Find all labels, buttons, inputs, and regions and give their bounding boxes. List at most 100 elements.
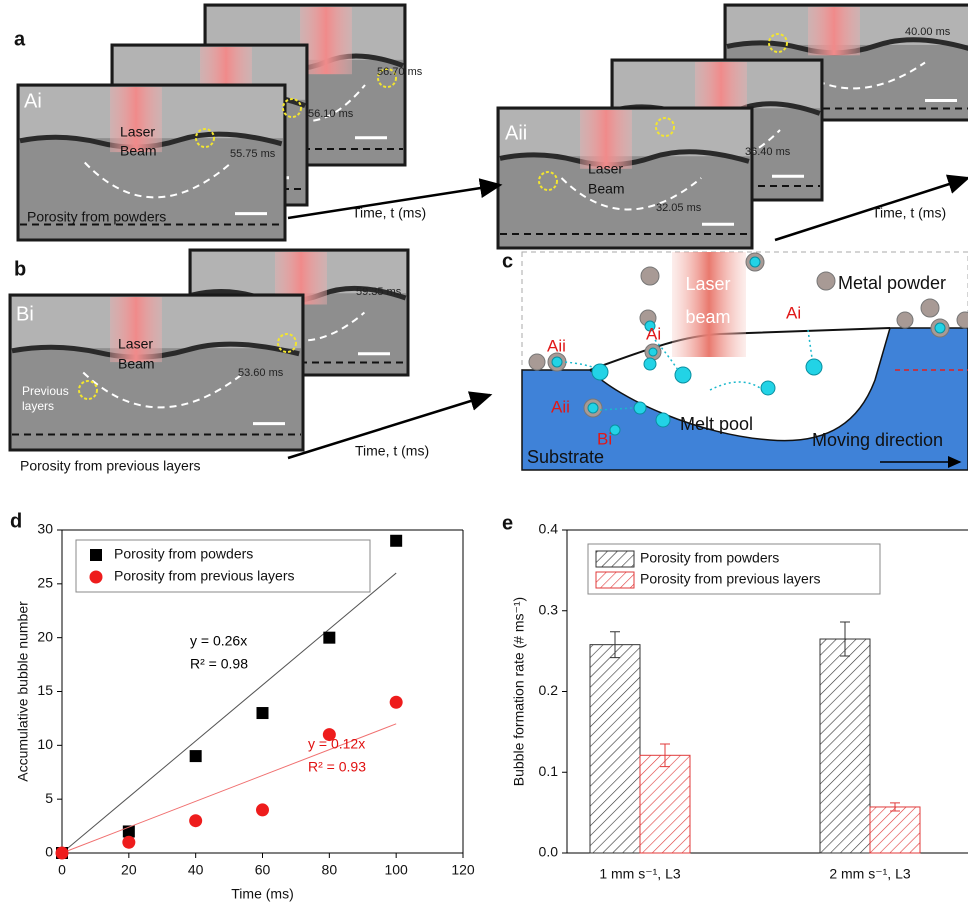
point: [390, 534, 403, 547]
legend-label: Porosity from previous layers: [114, 568, 295, 584]
point: [256, 803, 269, 817]
legend-marker: [90, 549, 102, 561]
annotation: Bi: [16, 303, 34, 325]
annotation: 40.00 ms: [905, 26, 951, 38]
x-tick-label: 0: [58, 862, 66, 878]
y-tick-label: 15: [37, 682, 53, 698]
pool-outline: [560, 177, 702, 211]
bubble-paths: [564, 329, 813, 411]
site-label: Aii: [547, 336, 566, 355]
melt-pool-label: Melt pool: [680, 414, 753, 434]
pore-marker: [377, 68, 397, 88]
annotation: layers: [22, 399, 54, 413]
pore-marker: [768, 33, 788, 53]
annotation: 36.40 ms: [745, 146, 791, 158]
legend-label: Porosity from powders: [640, 550, 779, 566]
bar: [639, 754, 691, 854]
annotation: Ai: [24, 90, 42, 112]
schematic: [521, 251, 968, 471]
fit-line: [61, 572, 397, 854]
point: [189, 750, 202, 763]
substrate: [521, 327, 968, 471]
annotation: Beam: [588, 181, 625, 197]
bar: [869, 806, 921, 854]
frame-beam: [580, 110, 632, 169]
annotation: Laser: [120, 124, 155, 140]
annotation: Time, t (ms): [352, 205, 426, 221]
y-tick-label: 5: [45, 790, 53, 806]
fit-r2: R² = 0.93: [308, 759, 366, 775]
laser-beam: [672, 252, 746, 357]
annotation: Beam: [118, 356, 155, 372]
pore-marker: [78, 380, 98, 400]
y-axis-title: Bubble formation rate (# ms⁻¹): [511, 597, 527, 786]
annotation: Laser: [118, 336, 153, 352]
legend-label: Porosity from powders: [114, 546, 253, 562]
legend-swatch: [595, 571, 635, 589]
fit-r2: R² = 0.98: [190, 656, 248, 672]
error-bar: [660, 743, 670, 768]
y-tick-label: 0.3: [539, 601, 559, 617]
error-bar: [890, 802, 900, 812]
legend-label: Porosity from previous layers: [640, 571, 821, 587]
bubbles: [551, 256, 946, 436]
point: [122, 835, 136, 849]
annotation: Beam: [120, 143, 157, 159]
site-label: Aii: [551, 397, 570, 416]
annotation: 32.05 ms: [656, 202, 702, 214]
y-tick-label: 0.1: [539, 763, 559, 779]
x-tick-label: 120: [451, 862, 475, 878]
fit-equation: y = 0.12x: [308, 736, 365, 752]
point: [55, 846, 69, 860]
frame-beam: [110, 297, 162, 363]
legend-box: [75, 539, 371, 593]
y-tick-label: 0.0: [539, 844, 559, 860]
y-tick-label: 25: [37, 575, 53, 591]
x-tick-label: 80: [322, 862, 338, 878]
y-tick-label: 0.2: [539, 682, 559, 698]
time-arrow: [774, 174, 968, 242]
point: [189, 814, 203, 828]
x-tick-label: 100: [384, 862, 408, 878]
time-arrow: [287, 391, 493, 460]
powder-label: Metal powder: [838, 273, 946, 293]
y-tick-label: 0.4: [539, 521, 559, 537]
legend-marker: [89, 570, 103, 584]
site-label: Bi: [597, 429, 612, 448]
frame-beam: [808, 7, 860, 56]
point: [323, 631, 336, 644]
x-tick-label: 60: [255, 862, 271, 878]
y-tick-label: 10: [37, 736, 53, 752]
annotation: Porosity from previous layers: [20, 458, 201, 474]
panel-label: e: [502, 512, 513, 534]
annotation: Laser: [588, 161, 623, 177]
annotation: 56.70 ms: [377, 66, 423, 78]
pore-marker: [282, 98, 302, 118]
substrate-label: Substrate: [527, 447, 604, 467]
point: [322, 728, 336, 742]
laser-label: beam: [685, 307, 730, 327]
pore-marker: [277, 333, 297, 353]
time-arrow: [287, 178, 503, 220]
pool-outline: [82, 371, 246, 409]
panel-label: a: [14, 28, 26, 50]
annotation: Time, t (ms): [355, 443, 429, 459]
y-tick-label: 20: [37, 628, 53, 644]
point: [389, 695, 403, 709]
site-label: Ai: [646, 324, 661, 343]
annotation: 53.60 ms: [238, 367, 284, 379]
site-label: Ai: [786, 303, 801, 322]
fit-line: [61, 723, 397, 854]
annotation: Previous: [22, 384, 69, 398]
panel-label: b: [14, 258, 26, 280]
x-axis-title: Time (ms): [231, 886, 293, 902]
annotation: Porosity from powders: [27, 209, 166, 225]
x-tick-label: 2 mm s⁻¹, L3: [829, 866, 911, 882]
legend-swatch: [595, 550, 635, 568]
bar: [589, 644, 641, 854]
pore-marker: [655, 117, 675, 137]
annotation: Aii: [505, 122, 527, 144]
fit-equation: y = 0.26x: [190, 633, 247, 649]
panel-label: d: [10, 510, 22, 532]
